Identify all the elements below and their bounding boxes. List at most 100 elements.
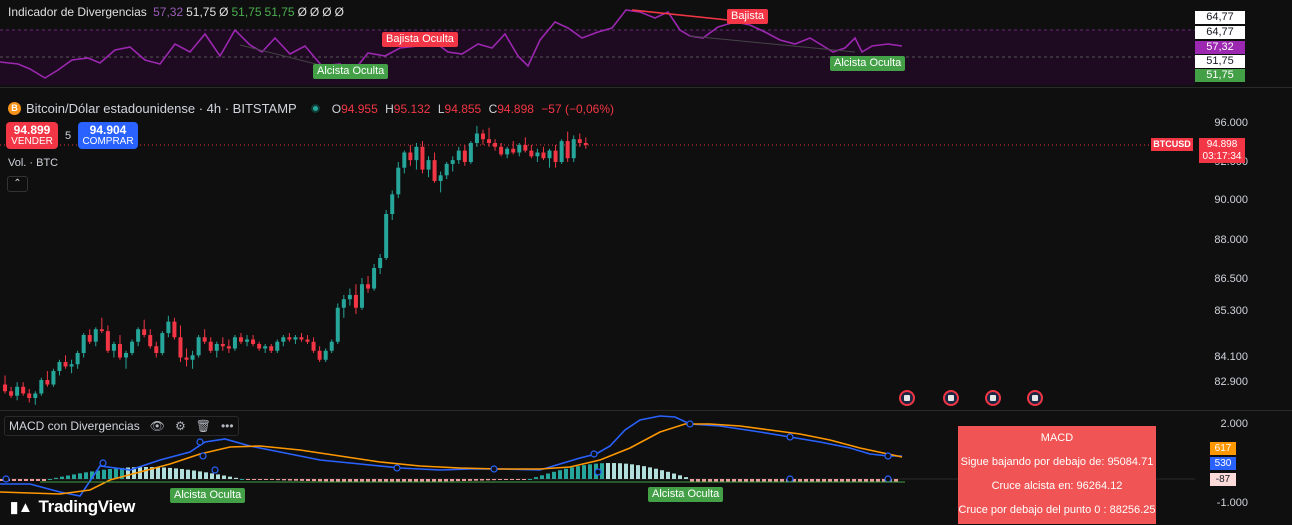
macd-histogram-bar <box>648 467 652 479</box>
macd-histogram-bar <box>270 479 274 480</box>
economic-event-flag-icon[interactable] <box>943 390 959 406</box>
candle-body <box>420 146 425 170</box>
divergence-oscillator-pane[interactable]: Indicador de Divergencias 57,32 51,75 Ø 51,… <box>0 0 1292 88</box>
macd-histogram-bar <box>822 479 826 482</box>
candle-body <box>335 307 340 342</box>
economic-event-flag-icon[interactable] <box>899 390 915 406</box>
macd-hidden-bullish-label: Alcista Oculta <box>170 488 246 503</box>
macd-histogram-bar <box>396 479 400 482</box>
price-axis-label: 90.000 <box>1214 194 1248 206</box>
candle-body <box>57 362 62 371</box>
settings-gear-icon[interactable]: ⚙ <box>174 419 186 433</box>
macd-histogram-bar <box>570 467 574 479</box>
macd-histogram-bar <box>126 467 130 479</box>
macd-histogram-bar <box>480 479 484 481</box>
macd-marker <box>490 465 498 473</box>
macd-histogram-bar <box>726 479 730 482</box>
macd-histogram-bar <box>630 464 634 479</box>
candle-body <box>456 150 461 161</box>
macd-histogram-bar <box>678 475 682 479</box>
macd-histogram-bar <box>402 479 406 482</box>
candle-body <box>565 141 570 159</box>
macd-alert-line: Cruce por debajo del punto 0 : 88256.25 <box>958 504 1156 516</box>
macd-histogram-bar <box>876 479 880 482</box>
macd-histogram-bar <box>252 479 256 480</box>
macd-marker <box>594 468 602 476</box>
symbol-header: B Bitcoin/Dólar estadounidense · 4h · BI… <box>8 101 618 116</box>
oscillator-legend-values: 57,32 51,75 Ø 51,75 51,75 Ø Ø Ø Ø <box>153 5 347 19</box>
macd-histogram-bar <box>360 479 364 482</box>
close-label: C <box>488 101 498 116</box>
macd-title[interactable]: MACD con Divergencias <box>9 419 140 433</box>
economic-event-flag-icon[interactable] <box>1027 390 1043 406</box>
macd-histogram-bar <box>84 472 88 479</box>
macd-histogram-bar <box>894 479 898 482</box>
candle-body <box>3 384 8 392</box>
more-options-icon[interactable]: ••• <box>220 419 234 433</box>
oscillator-legend-value: Ø <box>334 5 344 19</box>
macd-histogram-bar <box>732 479 736 482</box>
macd-histogram-bar <box>660 470 664 479</box>
candle-body <box>263 346 268 349</box>
macd-histogram-bar <box>276 479 280 481</box>
macd-histogram-bar <box>282 479 286 481</box>
buy-price: 94.904 <box>89 123 127 137</box>
macd-histogram-bar <box>468 479 472 481</box>
oscillator-legend-value: Ø <box>309 5 320 19</box>
macd-histogram-bar <box>444 479 448 482</box>
macd-histogram-bar <box>162 467 166 479</box>
macd-histogram-bar <box>474 479 478 481</box>
macd-axis-label: 2.000 <box>1220 418 1248 430</box>
oscillator-legend-value: 57,32 <box>153 5 184 19</box>
oscillator-legend-value: 51,75 <box>231 5 262 19</box>
candle-body <box>462 150 467 162</box>
price-chart-pane[interactable]: B Bitcoin/Dólar estadounidense · 4h · BI… <box>0 93 1292 411</box>
macd-histogram-bar <box>288 479 292 481</box>
macd-histogram-bar <box>0 479 4 481</box>
eye-icon[interactable]: 👁 <box>149 419 165 433</box>
candle-body <box>287 337 292 340</box>
macd-divergence-markers <box>2 420 892 483</box>
low-label: L <box>437 101 445 116</box>
candle-body <box>359 284 364 308</box>
macd-histogram-bar <box>738 479 742 482</box>
candle-body <box>487 139 492 143</box>
candle-body <box>396 167 401 195</box>
macd-histogram-bar <box>12 479 16 481</box>
macd-histogram-bar <box>816 479 820 482</box>
candle-body <box>329 341 334 351</box>
tradingview-logo[interactable]: ▮▲ TradingView <box>10 497 135 517</box>
candle-body <box>583 143 588 145</box>
symbol-title[interactable]: Bitcoin/Dólar estadounidense · 4h · BITS… <box>26 101 297 116</box>
candle-body <box>81 335 86 353</box>
macd-histogram-bar <box>120 467 124 479</box>
macd-histogram-bar <box>330 479 334 482</box>
buy-button[interactable]: 94.904 COMPRAR <box>78 122 138 149</box>
economic-event-flag-icon[interactable] <box>985 390 1001 406</box>
candle-body <box>130 341 135 353</box>
market-open-icon <box>310 104 320 113</box>
macd-histogram-bar <box>882 479 886 482</box>
macd-histogram-bar <box>870 479 874 482</box>
oscillator-legend-value: 51,75 <box>186 5 217 19</box>
macd-histogram-bar <box>414 479 418 482</box>
trash-icon[interactable]: 🗑 <box>195 419 211 433</box>
collapse-legend-button[interactable]: ⌃ <box>7 176 28 192</box>
candle-body <box>9 391 14 396</box>
macd-histogram-bar <box>636 465 640 479</box>
volume-label[interactable]: Vol. · BTC <box>8 157 59 169</box>
candle-body <box>202 337 207 342</box>
sell-button[interactable]: 94.899 VENDER <box>6 122 58 149</box>
candle-body <box>45 380 50 385</box>
macd-histogram-bar <box>72 474 76 479</box>
high-value: 95.132 <box>393 101 431 116</box>
macd-histogram-bar <box>762 479 766 482</box>
macd-histogram-bar <box>24 479 28 481</box>
macd-pane[interactable]: MACD con Divergencias 👁 ⚙ 🗑 ••• Alcista … <box>0 412 1292 525</box>
macd-histogram-bar <box>198 471 202 479</box>
macd-histogram-bar <box>450 479 454 482</box>
macd-histogram-bar <box>432 479 436 482</box>
macd-histogram-bar <box>180 469 184 479</box>
macd-alert-box[interactable]: MACD Sigue bajando por debajo de: 95084.… <box>958 426 1156 524</box>
candlestick-chart[interactable] <box>0 93 1292 411</box>
